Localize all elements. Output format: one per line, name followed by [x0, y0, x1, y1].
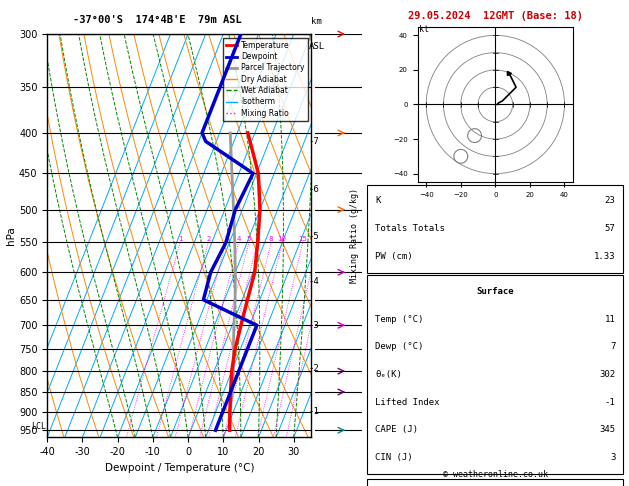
- Text: 8: 8: [269, 236, 274, 243]
- Text: Lifted Index: Lifted Index: [376, 398, 440, 407]
- Text: 5: 5: [247, 236, 251, 243]
- Text: © weatheronline.co.uk: © weatheronline.co.uk: [443, 469, 548, 479]
- Text: K: K: [376, 196, 381, 206]
- Bar: [367, 185, 623, 273]
- Text: -7: -7: [308, 137, 319, 146]
- Text: 23: 23: [604, 196, 615, 206]
- Text: -6: -6: [308, 185, 319, 194]
- Text: 57: 57: [604, 224, 615, 233]
- Text: LCL: LCL: [31, 422, 46, 431]
- Text: -1: -1: [308, 407, 319, 416]
- Text: CIN (J): CIN (J): [376, 453, 413, 462]
- Text: 29.05.2024  12GMT (Base: 18): 29.05.2024 12GMT (Base: 18): [408, 11, 583, 21]
- Text: ASL: ASL: [309, 42, 325, 51]
- Bar: [367, 275, 623, 474]
- Text: 3: 3: [610, 453, 615, 462]
- Text: kt: kt: [420, 25, 430, 34]
- Text: Temp (°C): Temp (°C): [376, 314, 424, 324]
- Text: 345: 345: [599, 425, 615, 434]
- Text: Dewp (°C): Dewp (°C): [376, 342, 424, 351]
- Text: -2: -2: [308, 364, 319, 373]
- Text: -1: -1: [604, 398, 615, 407]
- Text: -4: -4: [308, 277, 319, 286]
- Text: 302: 302: [599, 370, 615, 379]
- Text: 11: 11: [604, 314, 615, 324]
- Text: -37°00'S  174°4B'E  79m ASL: -37°00'S 174°4B'E 79m ASL: [73, 15, 242, 25]
- Text: km: km: [311, 17, 322, 26]
- Text: 20: 20: [313, 236, 322, 243]
- Text: Totals Totals: Totals Totals: [376, 224, 445, 233]
- Text: 15: 15: [298, 236, 307, 243]
- Text: CAPE (J): CAPE (J): [376, 425, 418, 434]
- Text: 6: 6: [255, 236, 260, 243]
- X-axis label: Dewpoint / Temperature (°C): Dewpoint / Temperature (°C): [104, 463, 254, 473]
- Text: -3: -3: [308, 321, 319, 330]
- Text: 1.33: 1.33: [594, 252, 615, 261]
- Legend: Temperature, Dewpoint, Parcel Trajectory, Dry Adiabat, Wet Adiabat, Isotherm, Mi: Temperature, Dewpoint, Parcel Trajectory…: [223, 38, 308, 121]
- Text: 7: 7: [610, 342, 615, 351]
- Text: θₑ(K): θₑ(K): [376, 370, 402, 379]
- Text: PW (cm): PW (cm): [376, 252, 413, 261]
- Text: Surface: Surface: [477, 287, 514, 296]
- Text: 1: 1: [178, 236, 182, 243]
- Text: 25: 25: [325, 236, 334, 243]
- Y-axis label: hPa: hPa: [6, 226, 16, 245]
- Text: Mixing Ratio (g/kg): Mixing Ratio (g/kg): [350, 188, 359, 283]
- Text: 2: 2: [206, 236, 211, 243]
- Text: 4: 4: [237, 236, 241, 243]
- Text: -5: -5: [308, 232, 319, 241]
- Bar: [367, 479, 623, 486]
- Text: 10: 10: [278, 236, 287, 243]
- Text: 3: 3: [223, 236, 228, 243]
